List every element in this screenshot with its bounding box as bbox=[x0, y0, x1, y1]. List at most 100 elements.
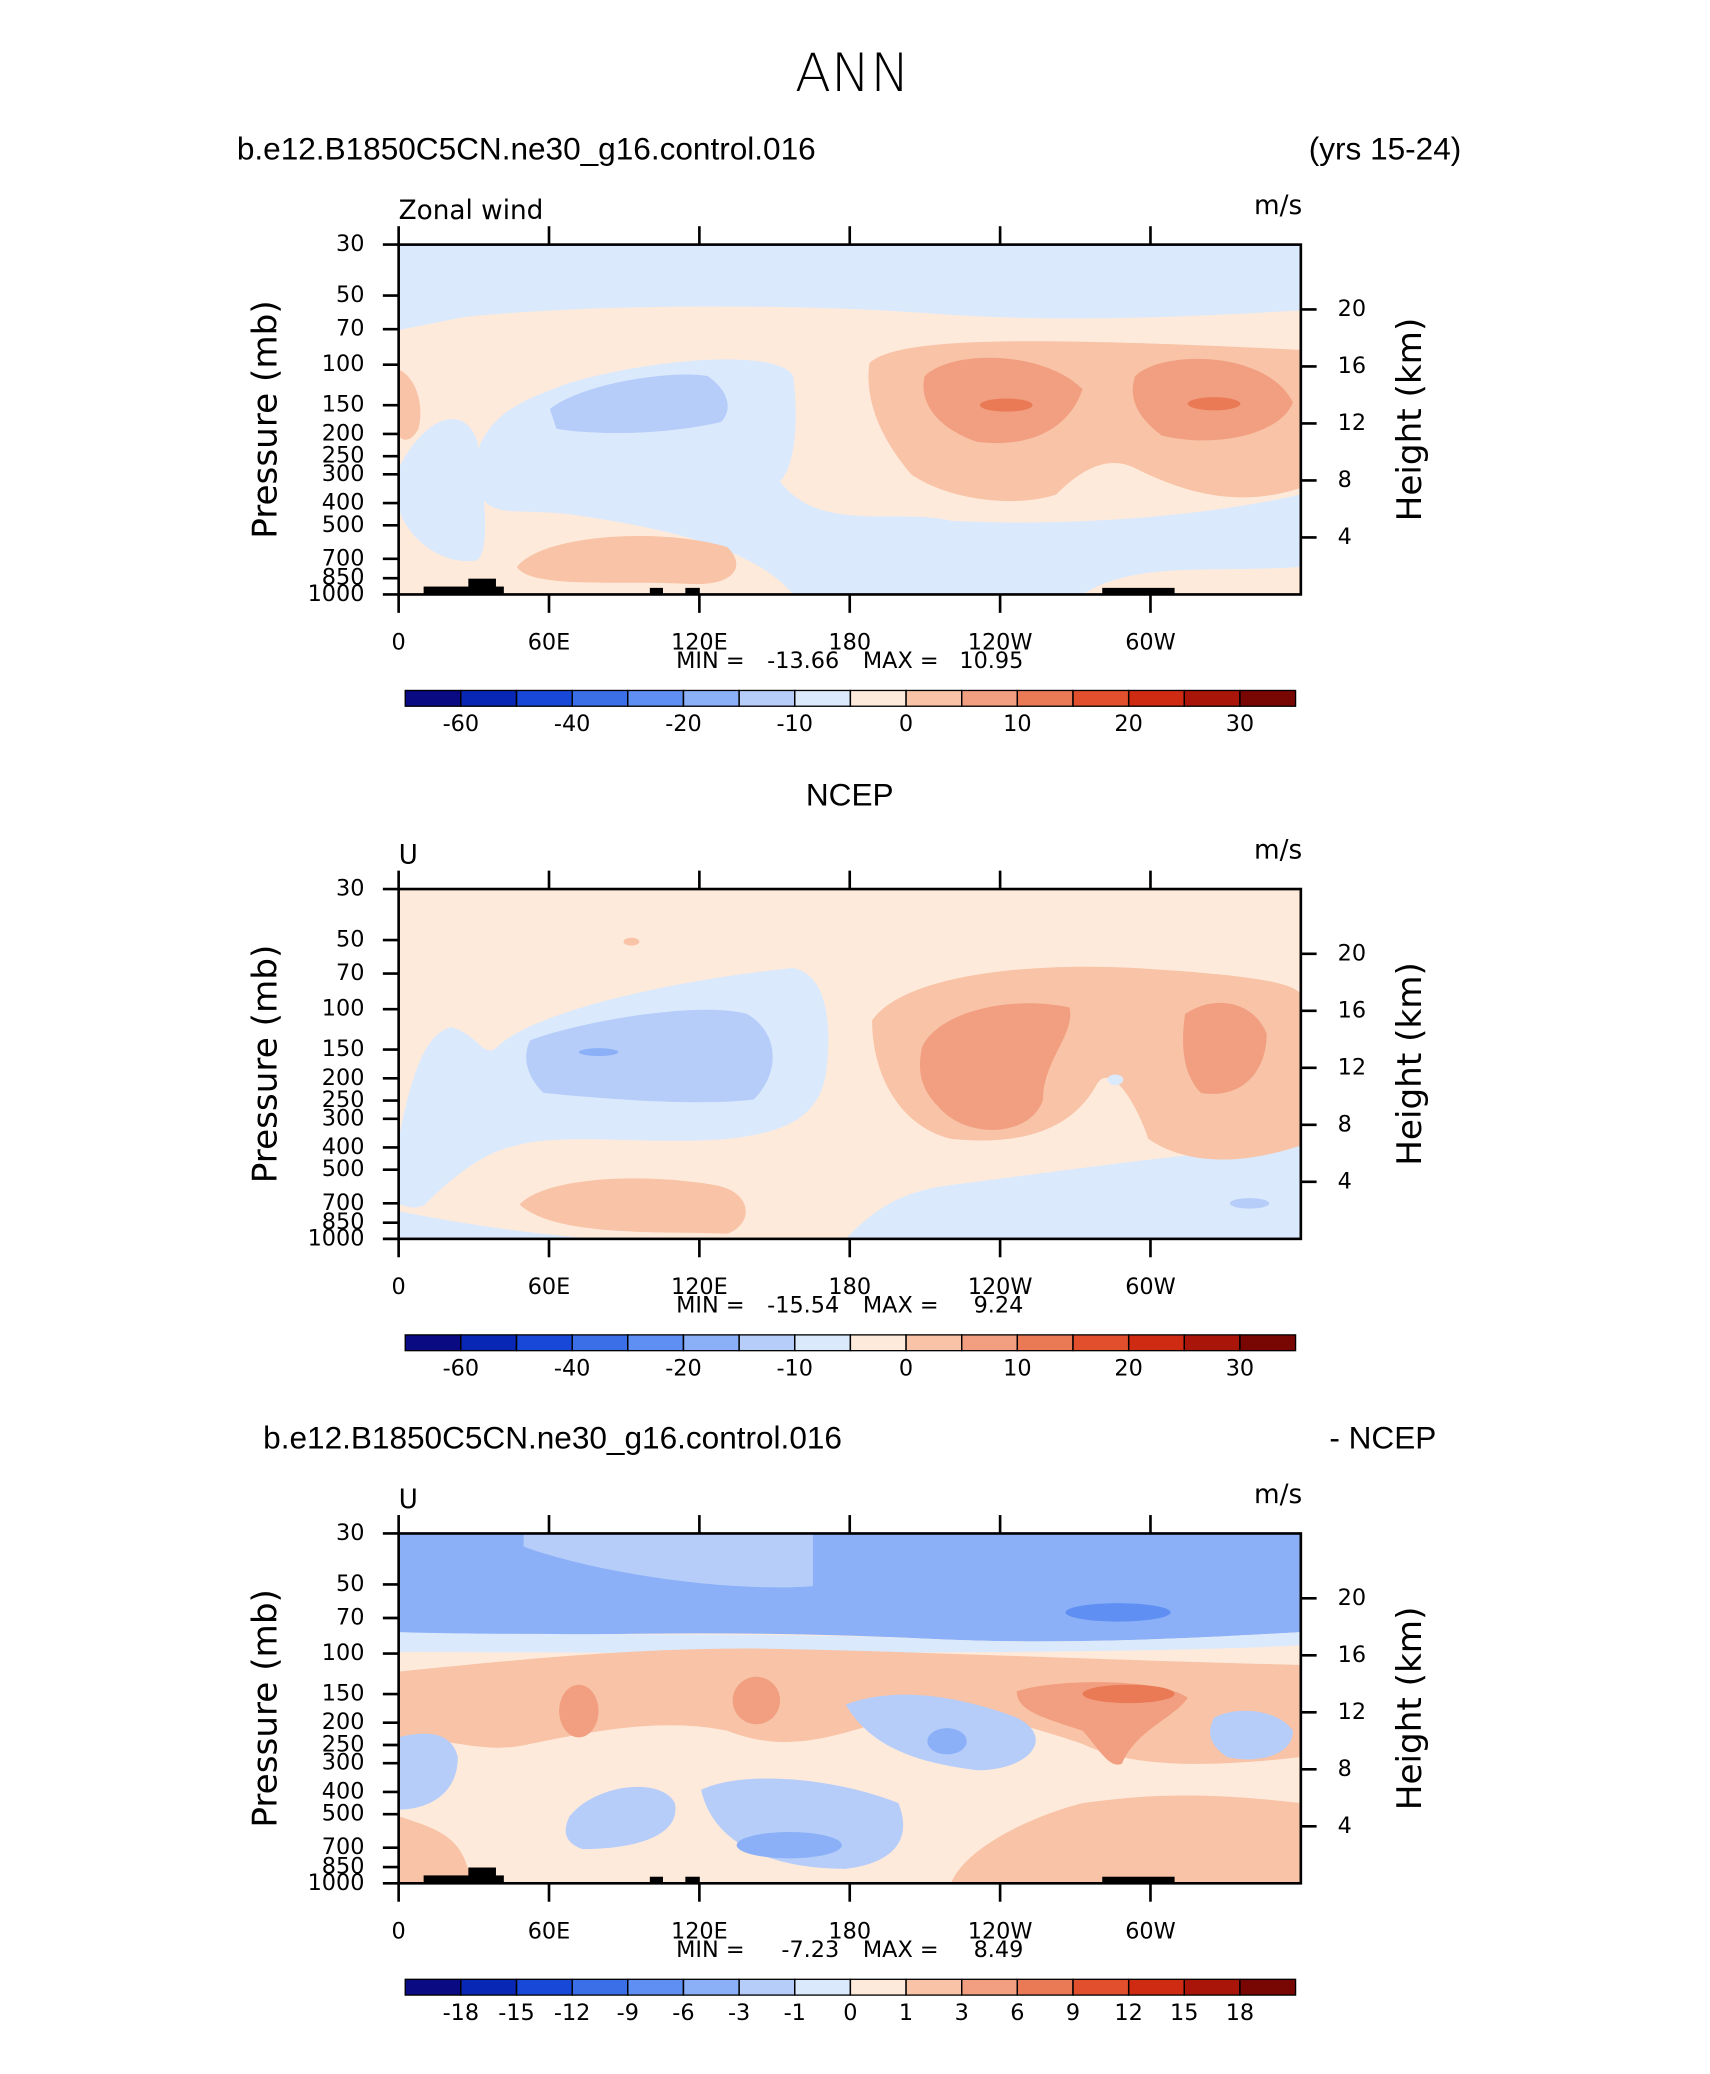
colorbar-label: -12 bbox=[554, 2000, 591, 2026]
figure-title: ANN bbox=[795, 43, 910, 104]
contour-fill bbox=[927, 1728, 967, 1755]
contour-field bbox=[398, 1533, 1301, 1884]
colorbar-label: 15 bbox=[1170, 2000, 1198, 2026]
y2-tick-label: 8 bbox=[1338, 1756, 1352, 1782]
colorbar-label: 0 bbox=[899, 711, 913, 737]
min-label: MIN = bbox=[676, 648, 744, 674]
y2-tick-label: 20 bbox=[1338, 296, 1366, 322]
x-tick-label: 60W bbox=[1125, 1918, 1176, 1944]
y-tick-label: 50 bbox=[336, 927, 364, 953]
colorbar-box bbox=[794, 1334, 852, 1352]
colorbar-box bbox=[515, 689, 573, 707]
colorbar-label: -20 bbox=[665, 711, 702, 737]
topography bbox=[1102, 1876, 1175, 1884]
topography bbox=[468, 578, 496, 595]
colorbar-box bbox=[571, 1334, 629, 1352]
colorbar-box bbox=[1239, 1978, 1297, 1996]
colorbar-box bbox=[1016, 1978, 1074, 1996]
contour-fill bbox=[845, 1145, 1301, 1239]
contour-fill bbox=[732, 1676, 781, 1725]
y-tick-label: 50 bbox=[336, 282, 364, 308]
topography bbox=[1102, 587, 1175, 595]
contour-fill bbox=[517, 536, 737, 585]
x-tick-label: 180 bbox=[828, 630, 871, 656]
panel-subtitle: - NCEP bbox=[1329, 1419, 1436, 1455]
colorbar-label: -60 bbox=[443, 711, 480, 737]
colorbar-box bbox=[1183, 1334, 1241, 1352]
y2-tick-label: 20 bbox=[1338, 940, 1366, 966]
contour-fill bbox=[398, 1733, 458, 1810]
y-tick-label: 70 bbox=[336, 316, 364, 342]
x-tick-label: 0 bbox=[392, 1274, 406, 1300]
colorbar-label: 30 bbox=[1226, 711, 1254, 737]
y-tick-label: 400 bbox=[322, 1134, 365, 1160]
colorbar-label: 20 bbox=[1114, 711, 1142, 737]
panel-subtitle: (yrs 15-24) bbox=[1309, 131, 1462, 167]
panel: b.e12.B1850C5CN.ne30_g16.control.016 - NC… bbox=[246, 1419, 1437, 2026]
colorbar-box bbox=[682, 1978, 740, 1996]
topography bbox=[468, 1867, 496, 1884]
contour-fill bbox=[398, 244, 1301, 331]
colorbar-label: 30 bbox=[1226, 1356, 1254, 1382]
x-tick-label: 120W bbox=[968, 1274, 1033, 1300]
max-value: 9.24 bbox=[974, 1292, 1024, 1318]
min-value: -13.66 bbox=[767, 648, 839, 674]
contour-fill bbox=[920, 1003, 1071, 1130]
x-tick-label: 60E bbox=[528, 1918, 571, 1944]
contour-fill bbox=[559, 1684, 599, 1738]
colorbar-box bbox=[1072, 689, 1130, 707]
contour-fill bbox=[398, 369, 421, 440]
y-tick-label: 400 bbox=[322, 490, 365, 516]
y-tick-label: 300 bbox=[322, 461, 365, 487]
colorbar-box bbox=[627, 689, 685, 707]
contour-fill bbox=[623, 937, 640, 946]
colorbar-label: -40 bbox=[554, 711, 591, 737]
y-tick-label: 700 bbox=[322, 1190, 365, 1216]
y-axis-label: Pressure (mb) bbox=[246, 1589, 286, 1828]
colorbar-box bbox=[682, 689, 740, 707]
x-tick-label: 60W bbox=[1125, 1274, 1176, 1300]
contour-fill bbox=[549, 374, 728, 434]
contour-fill bbox=[398, 1632, 1301, 1653]
y2-tick-label: 8 bbox=[1338, 467, 1352, 493]
y-tick-label: 850 bbox=[322, 1209, 365, 1235]
y2-axis-label: Height (km) bbox=[1390, 1607, 1430, 1811]
y2-tick-label: 4 bbox=[1338, 524, 1352, 550]
contour-field bbox=[398, 244, 1301, 595]
colorbar-box bbox=[404, 689, 462, 707]
topography bbox=[423, 586, 504, 595]
colorbar-box bbox=[682, 1334, 740, 1352]
colorbar-label: 20 bbox=[1114, 1356, 1142, 1382]
contour-fill bbox=[1107, 1074, 1124, 1086]
colorbar-label: -6 bbox=[672, 2000, 694, 2026]
y-tick-label: 200 bbox=[322, 420, 365, 446]
colorbar-box bbox=[1183, 1978, 1241, 1996]
colorbar-box bbox=[738, 689, 796, 707]
contour-fill bbox=[1187, 397, 1241, 411]
x-tick-label: 180 bbox=[828, 1918, 871, 1944]
x-tick-label: 60E bbox=[528, 630, 571, 656]
contour-field bbox=[398, 889, 1301, 1239]
contour-fill bbox=[736, 1832, 842, 1859]
contour-fill bbox=[1065, 1603, 1171, 1622]
y-tick-label: 150 bbox=[322, 1681, 365, 1707]
colorbar-box bbox=[627, 1978, 685, 1996]
panel-title: b.e12.B1850C5CN.ne30_g16.control.016 bbox=[263, 1419, 842, 1455]
colorbar-box bbox=[961, 1334, 1018, 1352]
colorbar-label: 3 bbox=[955, 2000, 969, 2026]
colorbar-box bbox=[515, 1334, 573, 1352]
colorbar-label: -3 bbox=[728, 2000, 750, 2026]
y-tick-label: 200 bbox=[322, 1065, 365, 1091]
contour-fill bbox=[398, 1816, 471, 1884]
y2-tick-label: 12 bbox=[1338, 1699, 1366, 1725]
colorbar-box bbox=[905, 1334, 963, 1352]
colorbar-label: 18 bbox=[1226, 2000, 1254, 2026]
y-tick-label: 30 bbox=[336, 231, 364, 257]
max-label: MAX = bbox=[863, 1937, 939, 1963]
colorbar-label: 9 bbox=[1066, 2000, 1080, 2026]
contour-fill bbox=[979, 398, 1033, 412]
colorbar-box bbox=[1127, 1978, 1185, 1996]
contour-fill bbox=[523, 1533, 813, 1588]
y2-tick-label: 16 bbox=[1338, 353, 1366, 379]
